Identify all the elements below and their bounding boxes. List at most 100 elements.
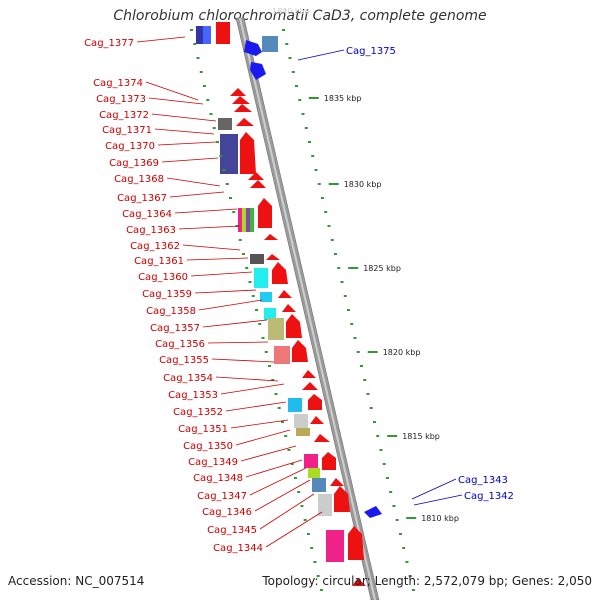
left-leader-line xyxy=(207,341,269,344)
gene-box xyxy=(218,118,232,130)
left-gene-label[interactable]: Cag_1349 xyxy=(188,457,238,468)
right-gene-label[interactable]: Cag_1342 xyxy=(464,491,514,502)
gene-arrow xyxy=(232,96,250,104)
backbone-highlight xyxy=(239,17,376,600)
left-gene-label[interactable]: Cag_1355 xyxy=(159,355,209,366)
left-leader-line xyxy=(178,225,241,230)
leader-lines xyxy=(136,36,463,548)
gene-box xyxy=(294,414,308,428)
left-gene-label[interactable]: Cag_1369 xyxy=(109,158,159,169)
left-gene-label[interactable]: Cag_1345 xyxy=(207,525,257,536)
gene-arrow xyxy=(248,172,264,180)
left-gene-label[interactable]: Cag_1348 xyxy=(193,473,243,484)
gene-box xyxy=(203,26,211,44)
left-leader-line xyxy=(220,383,285,395)
gene-arrow xyxy=(234,104,252,112)
gene-box xyxy=(216,22,230,44)
gene-arrow xyxy=(302,382,318,390)
gene-arrow xyxy=(264,234,278,240)
left-gene-label[interactable]: Cag_1373 xyxy=(96,94,146,105)
right-leader-line xyxy=(297,49,345,61)
gene-arrow xyxy=(282,304,296,312)
gene-arrow-blue xyxy=(244,40,262,56)
gene-arrow xyxy=(308,394,322,410)
gene-arrow xyxy=(266,254,280,260)
kbp-label: 1815 kbp xyxy=(402,432,440,441)
kbp-label: 1810 kbp xyxy=(421,514,459,523)
left-gene-label[interactable]: Cag_1362 xyxy=(130,241,180,252)
kbp-label: 1835 kbp xyxy=(324,94,362,103)
left-gene-label[interactable]: Cag_1359 xyxy=(142,289,192,300)
left-leader-line xyxy=(240,445,297,462)
gene-box xyxy=(254,268,268,288)
left-gene-label[interactable]: Cag_1367 xyxy=(117,193,167,204)
left-gene-label[interactable]: Cag_1353 xyxy=(168,390,218,401)
left-gene-label[interactable]: Cag_1358 xyxy=(146,306,196,317)
gene-arrow xyxy=(286,314,302,338)
left-gene-label[interactable]: Cag_1351 xyxy=(178,424,228,435)
gene-arrow xyxy=(330,478,344,486)
gene-box xyxy=(308,468,320,478)
left-gene-label[interactable]: Cag_1350 xyxy=(183,441,233,452)
left-leader-line xyxy=(202,319,268,328)
left-gene-label[interactable]: Cag_1357 xyxy=(150,323,200,334)
left-gene-label[interactable]: Cag_1371 xyxy=(102,125,152,136)
left-gene-label[interactable]: Cag_1352 xyxy=(173,407,223,418)
left-leader-line xyxy=(174,208,238,214)
left-gene-label[interactable]: Cag_1363 xyxy=(126,225,176,236)
gene-box xyxy=(296,428,310,436)
gene-box xyxy=(262,36,278,52)
gene-box xyxy=(250,208,254,232)
right-gene-label[interactable]: Cag_1375 xyxy=(346,46,396,57)
left-gene-label[interactable]: Cag_1354 xyxy=(163,373,213,384)
gene-arrow xyxy=(352,578,366,586)
gene-arrow xyxy=(258,198,272,228)
gene-box xyxy=(318,494,332,516)
accession-text: Accession: NC_007514 xyxy=(8,574,145,588)
left-leader-line xyxy=(190,271,253,277)
gene-box xyxy=(326,530,344,562)
gene-arrow xyxy=(348,526,364,560)
left-leader-line xyxy=(154,128,215,135)
gene-labels: Cag_1377 Cag_1374 Cag_1373 Cag_1372 Cag_1371… xyxy=(84,38,514,554)
gene-box xyxy=(264,308,276,320)
gene-arrow xyxy=(310,416,324,424)
left-gene-label[interactable]: Cag_1374 xyxy=(93,78,143,89)
gene-box xyxy=(260,292,272,302)
kbp-label: 1830 kbp xyxy=(344,180,382,189)
gene-box xyxy=(268,318,284,340)
left-leader-line xyxy=(230,419,289,429)
left-gene-label[interactable]: Cag_1370 xyxy=(105,141,155,152)
left-leader-line xyxy=(151,113,217,122)
kbp-label: 1825 kbp xyxy=(363,264,401,273)
left-gene-label[interactable]: Cag_1344 xyxy=(213,543,263,554)
left-gene-label[interactable]: Cag_1347 xyxy=(197,491,247,502)
right-leader-line xyxy=(413,494,463,506)
gene-box xyxy=(304,454,318,468)
gene-box xyxy=(246,208,250,232)
gene-arrow-blue xyxy=(364,506,382,518)
left-leader-line xyxy=(254,479,311,512)
left-gene-label[interactable]: Cag_1364 xyxy=(122,209,172,220)
left-gene-label[interactable]: Cag_1361 xyxy=(134,256,184,267)
left-gene-label[interactable]: Cag_1372 xyxy=(99,110,149,121)
summary-text: Topology: circular; Length: 2,572,079 bp… xyxy=(262,574,592,588)
gene-arrow xyxy=(272,262,288,284)
gene-arrow xyxy=(302,370,316,378)
right-gene-label[interactable]: Cag_1343 xyxy=(458,475,508,486)
gene-arrow xyxy=(292,340,308,362)
left-gene-label[interactable]: Cag_1377 xyxy=(84,38,134,49)
left-leader-line xyxy=(235,429,291,446)
left-gene-label[interactable]: Cag_1360 xyxy=(138,272,188,283)
left-leader-line xyxy=(169,191,225,198)
left-leader-line xyxy=(148,97,204,105)
left-leader-line xyxy=(249,467,307,496)
gene-arrow xyxy=(314,434,330,442)
left-gene-label[interactable]: Cag_1356 xyxy=(155,339,205,350)
gene-arrow xyxy=(236,118,254,126)
left-gene-label[interactable]: Cag_1346 xyxy=(202,507,252,518)
gene-arrow xyxy=(230,88,246,96)
left-leader-line xyxy=(259,493,315,530)
left-gene-label[interactable]: Cag_1368 xyxy=(114,174,164,185)
